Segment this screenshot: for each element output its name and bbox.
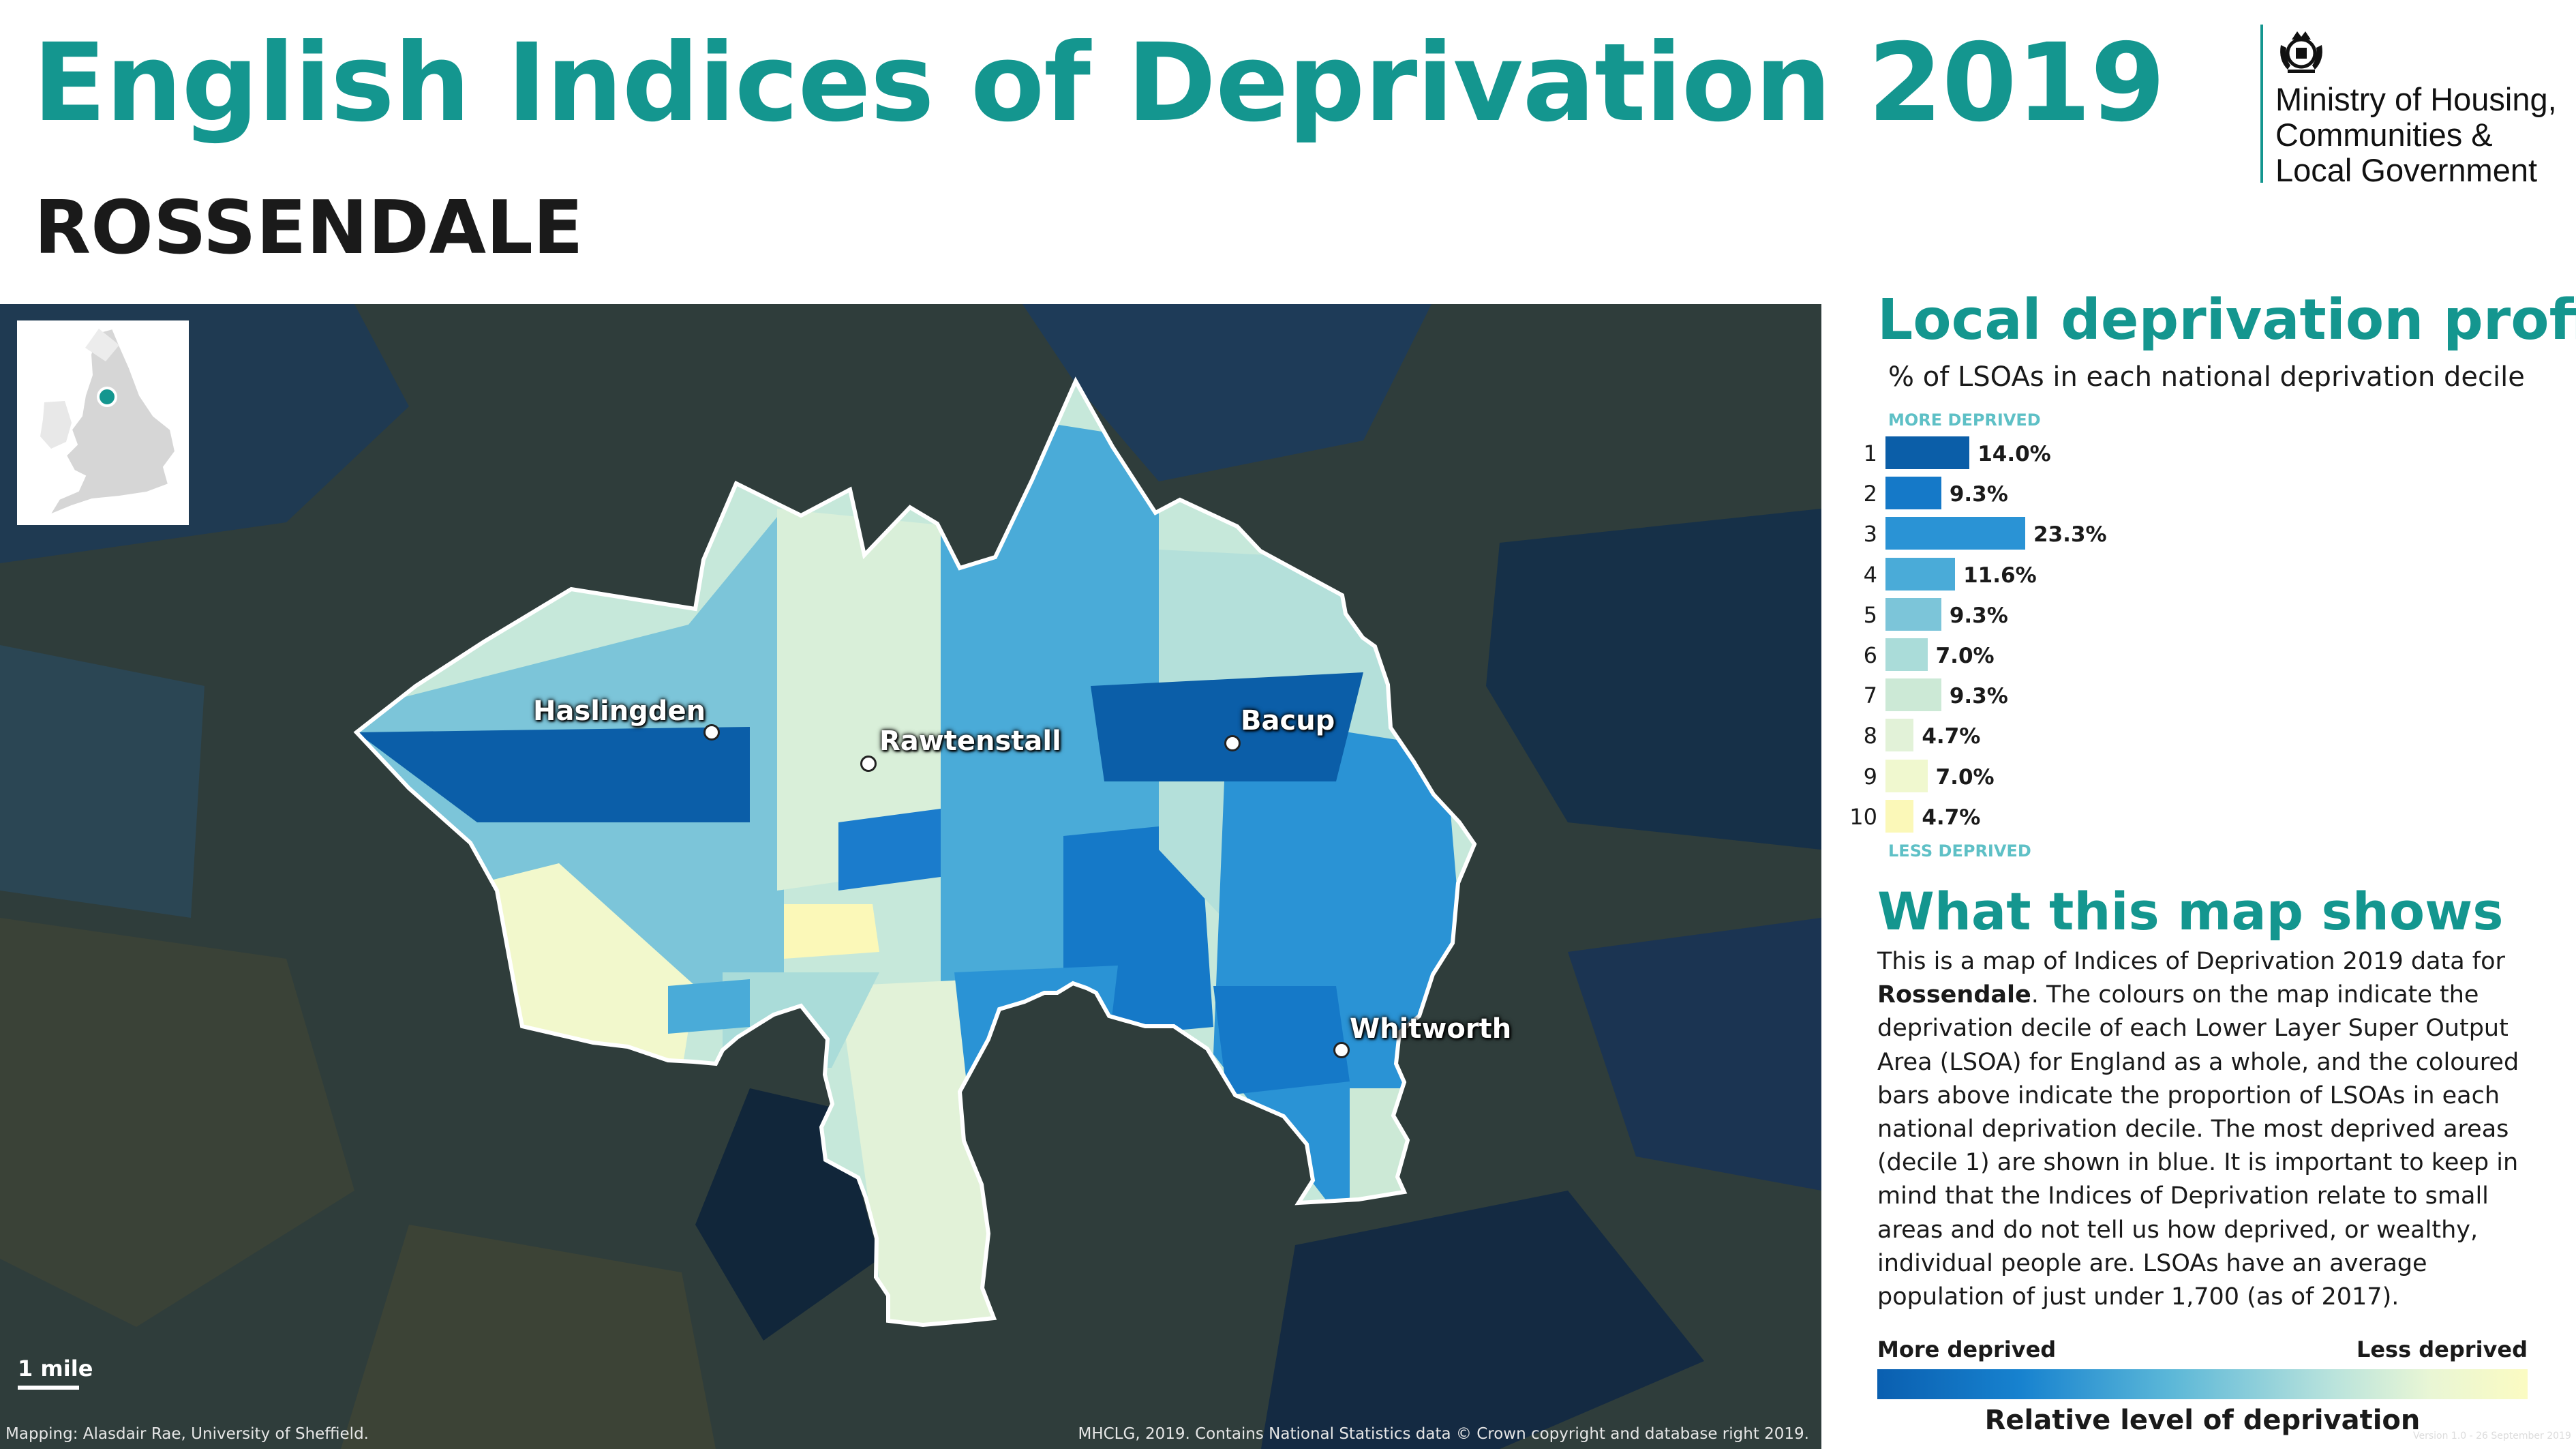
- profile-subtitle: % of LSOAs in each national deprivation …: [1888, 361, 2525, 393]
- decile-number: 8: [1863, 723, 1877, 749]
- decile-bar: [1885, 678, 1941, 712]
- scale-bar: 1 mile: [18, 1356, 93, 1390]
- decile-percent: 9.3%: [1949, 603, 2008, 628]
- decile-number: 3: [1863, 521, 1877, 548]
- decile-percent: 4.7%: [1922, 805, 1981, 830]
- rawtenstall-marker[interactable]: [860, 756, 877, 772]
- scale-bar-line: [18, 1386, 79, 1390]
- data-credit: MHCLG, 2019. Contains National Statistic…: [1078, 1425, 1809, 1443]
- decile-percent: 23.3%: [2033, 522, 2107, 548]
- decile-number: 1: [1863, 440, 1877, 466]
- more-deprived-caption: MORE DEPRIVED: [1888, 410, 2041, 430]
- profile-title: Local deprivation profile: [1877, 288, 2576, 353]
- england-outline-icon: [40, 327, 177, 517]
- decile-percent: 9.3%: [1949, 684, 2008, 709]
- legend-more-label: More deprived: [1877, 1336, 2057, 1362]
- ministry-name-line: Communities &: [2275, 117, 2493, 153]
- decile-number: 9: [1863, 763, 1877, 790]
- less-deprived-caption: LESS DEPRIVED: [1888, 841, 2031, 861]
- explanation-text: This is a map of Indices of Deprivation …: [1877, 945, 2532, 1314]
- scale-bar-label: 1 mile: [18, 1356, 93, 1381]
- decile-bar: [1885, 719, 1914, 752]
- legend-less-label: Less deprived: [2356, 1336, 2528, 1362]
- explanation-title: What this map shows: [1877, 881, 2504, 942]
- place-label-haslingden: Haslingden: [533, 696, 706, 727]
- area-title: ROSSENDALE: [34, 185, 584, 271]
- legend-color-ramp: [1877, 1369, 2528, 1399]
- england-locator-map: [17, 320, 189, 525]
- decile-percent: 14.0%: [1978, 442, 2051, 466]
- decile-bar: [1885, 759, 1928, 792]
- decile-number: 5: [1863, 601, 1877, 628]
- decile-number: 4: [1863, 561, 1877, 588]
- decile-number: 7: [1863, 683, 1877, 709]
- decile-percent: 7.0%: [1935, 764, 1995, 790]
- decile-number: 6: [1863, 642, 1877, 668]
- version-note: Version 1.0 - 26 September 2019: [2413, 1431, 2571, 1441]
- decile-number: 10: [1849, 803, 1877, 830]
- decile-bar: [1885, 638, 1928, 671]
- decile-number: 2: [1863, 481, 1877, 507]
- bacup-marker[interactable]: [1224, 735, 1241, 751]
- decile-bar: [1885, 517, 2026, 550]
- explanation-text-before: This is a map of Indices of Deprivation …: [1877, 948, 2505, 975]
- logo-rule: [2260, 25, 2263, 183]
- whitworth-marker[interactable]: [1333, 1042, 1350, 1058]
- royal-crest-icon: [2280, 31, 2322, 73]
- decile-bar: [1885, 557, 1956, 591]
- ministry-name: Ministry of Housing, Communities & Local…: [2275, 82, 2562, 188]
- explanation-text-after: . The colours on the map indicate the de…: [1877, 981, 2519, 1311]
- ministry-name-line: Local Government: [2275, 152, 2538, 188]
- legend-caption: Relative level of deprivation: [1984, 1405, 2421, 1436]
- location-highlight-icon: [97, 387, 117, 407]
- decile-percent: 11.6%: [1963, 563, 2037, 588]
- decile-bar: [1885, 597, 1941, 631]
- explanation-area-name: Rossendale: [1877, 981, 2031, 1009]
- ministry-name-line: Ministry of Housing,: [2275, 81, 2557, 117]
- decile-percent: 9.3%: [1949, 482, 2008, 507]
- decile-percent: 4.7%: [1922, 724, 1981, 749]
- map-canvas: [0, 304, 1821, 1449]
- haslingden-marker[interactable]: [703, 724, 720, 741]
- mapping-credit: Mapping: Alasdair Rae, University of She…: [5, 1425, 369, 1443]
- place-label-rawtenstall: Rawtenstall: [879, 726, 1061, 757]
- place-label-bacup: Bacup: [1241, 705, 1335, 736]
- decile-bar: [1885, 799, 1914, 833]
- page-title: English Indices of Deprivation 2019: [33, 20, 2166, 146]
- place-label-whitworth: Whitworth: [1350, 1013, 1512, 1045]
- district-boundary: [353, 376, 1477, 1328]
- decile-bar: [1885, 436, 1970, 469]
- ministry-logo: Ministry of Housing, Communities & Local…: [2260, 25, 2560, 188]
- decile-bar: [1885, 477, 1941, 510]
- deprivation-map[interactable]: Haslingden Rawtenstall Bacup Whitworth 1…: [0, 304, 1821, 1449]
- decile-percent: 7.0%: [1935, 644, 1995, 668]
